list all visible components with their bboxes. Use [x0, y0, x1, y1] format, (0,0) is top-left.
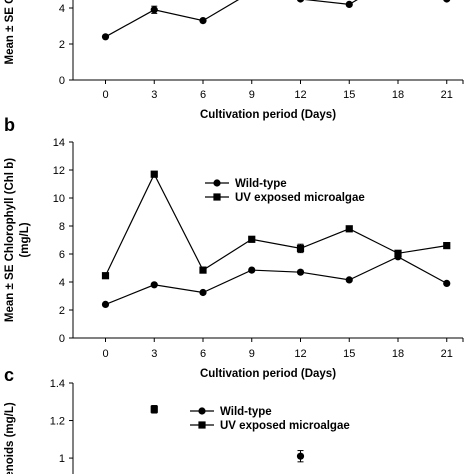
data-point: [296, 244, 305, 252]
legend: Wild-type UV exposed microalgae: [205, 178, 365, 204]
data-point: [248, 235, 256, 243]
legend-marker: [213, 179, 221, 187]
data-point: [296, 452, 305, 460]
panel-a: 0 2 4 0 3 6 9 12 15 18 21 Cultivation period (Days)…: [4, 0, 464, 121]
series-line: [105, 256, 448, 305]
data-point: [443, 279, 451, 287]
data-point: [345, 225, 353, 233]
y-axis-title: Mean ± SE Chlorophyll (Chl b): [4, 158, 16, 322]
y-axis-title-line2: (mg/L): [19, 222, 31, 257]
legend-label: UV exposed microalgae: [235, 192, 365, 204]
series-line: [105, 0, 358, 38]
panel-b: 0 2 4 6 8 10 12 14 0 3 6 9 12 15 18 21 Cultivation perio…: [4, 137, 464, 380]
y-tick-label: 10: [53, 193, 65, 205]
x-axis-title: Cultivation period (Days): [200, 368, 336, 380]
data-point: [345, 276, 353, 284]
x-tick-label: 0: [102, 89, 108, 101]
x-tick-label: 21: [441, 348, 453, 360]
x-tick-label: 3: [151, 89, 157, 101]
x-tick-label: 6: [200, 89, 206, 101]
x-tick-label: 12: [294, 89, 306, 101]
x-tick-label: 15: [343, 348, 355, 360]
x-axis-title: Cultivation period (Days): [200, 109, 336, 121]
x-tick-label: 3: [151, 348, 157, 360]
x-tick-label: 6: [200, 348, 206, 360]
x-tick-label: 15: [343, 89, 355, 101]
data-point: [394, 249, 402, 257]
legend-marker: [213, 193, 221, 201]
x-tick-label: 18: [392, 348, 404, 360]
y-tick-label: 1.2: [50, 416, 65, 428]
legend-marker: [198, 407, 206, 415]
x-tick-label: 18: [392, 89, 404, 101]
data-point: [101, 300, 110, 308]
legend-label: UV exposed microalgae: [220, 420, 350, 432]
y-tick-label: 0: [59, 333, 65, 345]
x-tick-label: 9: [249, 89, 255, 101]
y-tick-label: 6: [59, 249, 65, 261]
panel-letter-c: c: [4, 365, 14, 385]
data-point: [443, 242, 451, 250]
x-tick-label: 9: [249, 348, 255, 360]
series-square: [101, 170, 451, 280]
data-point: [101, 272, 110, 280]
data-point: [199, 17, 207, 25]
y-tick-label: 8: [59, 221, 65, 233]
data-point: [297, 0, 304, 3]
y-axis-title: enoids (mg/L): [4, 402, 16, 474]
data-point: [296, 268, 305, 276]
legend-marker: [198, 421, 206, 429]
y-tick-label: 1.4: [50, 378, 65, 390]
y-tick-label: 1: [59, 453, 65, 465]
data-point: [150, 281, 158, 289]
data-point: [150, 6, 158, 14]
y-axis-title: Mean ± SE C: [4, 0, 16, 64]
x-tick-label: 0: [102, 348, 108, 360]
series-circle: [296, 450, 305, 463]
x-tick-label: 12: [294, 348, 306, 360]
data-point: [199, 266, 207, 274]
data-point: [150, 405, 158, 413]
data-point: [101, 33, 110, 41]
y-tick-label: 2: [59, 39, 65, 51]
data-point: [248, 266, 256, 274]
y-tick-label: 4: [59, 277, 65, 289]
panel-c: 1.4 1.2 1 enoids (mg/L) Wild-type UV exposed …: [4, 378, 350, 474]
panel-letter-b: b: [4, 115, 15, 135]
data-point: [443, 0, 451, 3]
series-line: [104, 172, 447, 276]
y-tick-label: 12: [53, 165, 65, 177]
data-point: [150, 170, 158, 178]
legend-label: Wild-type: [220, 406, 272, 418]
series-circle: [101, 253, 451, 308]
data-point: [345, 0, 353, 8]
series-square: [150, 405, 158, 414]
y-tick-label: 2: [59, 305, 65, 317]
x-tick-label: 21: [441, 89, 453, 101]
y-tick-label: 4: [59, 3, 65, 15]
y-tick-label: 14: [53, 137, 65, 149]
legend: Wild-type UV exposed microalgae: [190, 406, 350, 432]
legend-label: Wild-type: [235, 178, 287, 190]
data-point: [199, 288, 207, 297]
series-circle: [101, 0, 451, 41]
y-tick-label: 0: [59, 75, 65, 87]
